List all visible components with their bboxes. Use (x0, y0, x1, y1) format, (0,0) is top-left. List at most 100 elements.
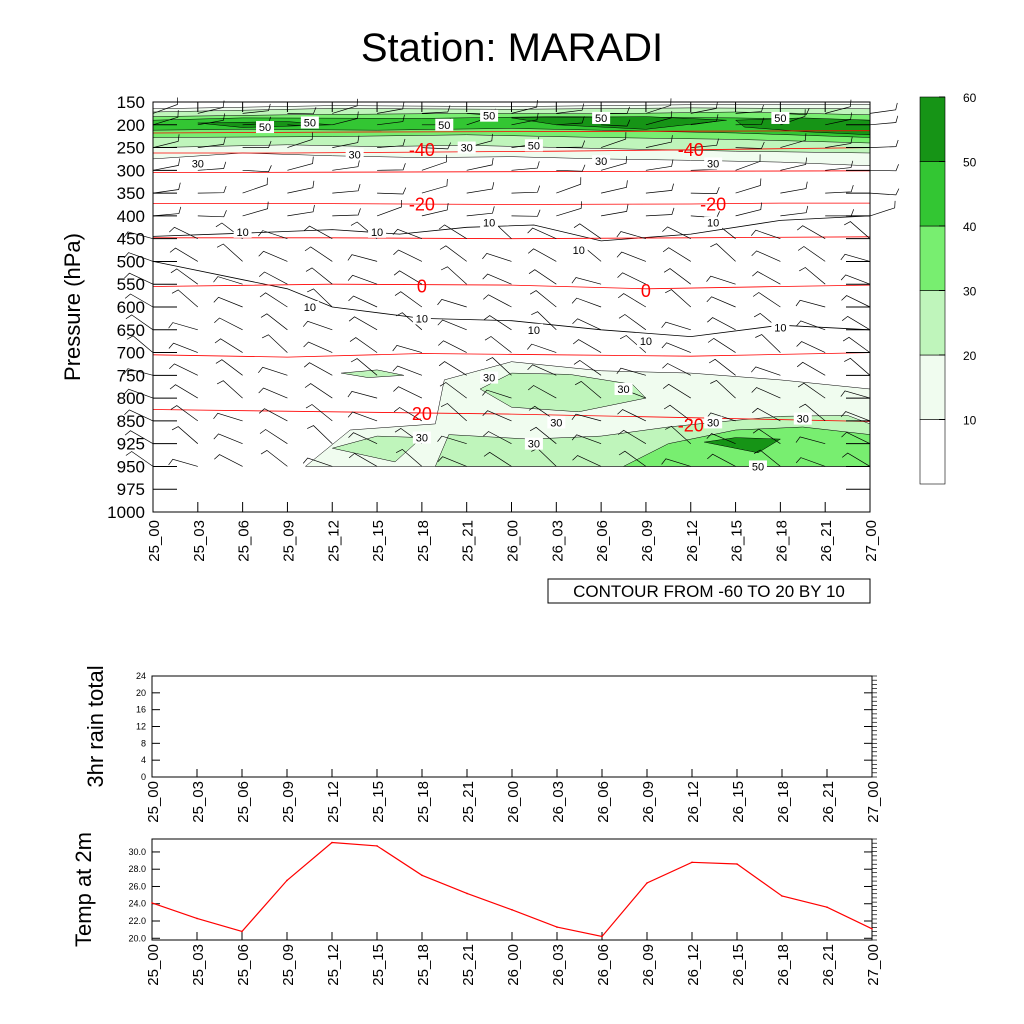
wind-barb (466, 206, 495, 217)
wind-barb (168, 342, 198, 353)
wind-contour-label-bg (547, 416, 566, 429)
wind-barb (123, 368, 154, 376)
y-tick-label: 0 (141, 772, 146, 782)
x-tick-label: 25_15 (370, 781, 387, 823)
wind-barb (242, 165, 272, 173)
wind-barb (377, 101, 405, 114)
wind-barb (483, 431, 512, 445)
wind-barb (665, 289, 692, 308)
wind-contour-label: 10 (640, 336, 652, 348)
y-tick-label: 20 (136, 688, 146, 698)
wind-contour-label-bg (368, 225, 387, 238)
wind-contour-label: 10 (707, 218, 719, 230)
wind-barb (571, 297, 602, 308)
data-point (556, 926, 558, 928)
wind-barb (482, 252, 512, 262)
wind-barb (617, 409, 647, 422)
wind-barb (392, 228, 423, 240)
temp-contour-line (153, 147, 871, 154)
x-tick-label: 25_00 (145, 781, 162, 823)
x-tick-label: 26_06 (595, 944, 612, 986)
wind-barb (438, 224, 467, 239)
panel-frame (151, 838, 873, 941)
wind-barb (797, 246, 826, 262)
wind-barb (348, 432, 378, 445)
wind-barb (825, 160, 854, 171)
wind-barb (197, 113, 226, 126)
wind-barb (841, 452, 871, 467)
y-tick-label: 1000 (107, 503, 145, 522)
y-tick-label: 200 (117, 116, 145, 135)
wind-barb (125, 314, 154, 331)
x-tick-label: 26_00 (505, 520, 522, 562)
wind-barb (707, 317, 736, 331)
wind-barb (780, 181, 808, 194)
wind-contour-label-bg (457, 141, 476, 154)
wind-barb (376, 199, 402, 217)
wind-barb (528, 405, 557, 422)
wind-barb (645, 111, 673, 126)
temp-contour-label: 0 (641, 281, 651, 301)
wind-barb (601, 180, 628, 194)
y-tick-label: 800 (117, 389, 145, 408)
wind-barb (332, 208, 361, 217)
y-axis-title: 3hr rain total (83, 665, 108, 787)
x-tick-label: 26_15 (730, 781, 747, 823)
wind-contour-label: 10 (237, 227, 249, 239)
temp-contour-label: -20 (678, 415, 704, 435)
wind-barb (307, 425, 333, 444)
y-tick-label: 550 (117, 275, 145, 294)
wind-barb (665, 425, 692, 444)
wind-barb (304, 383, 333, 399)
wind-barb (511, 209, 541, 217)
contour-info-text: CONTOUR FROM -60 TO 20 BY 10 (573, 582, 845, 601)
x-tick-label: 25_18 (415, 944, 432, 986)
y-tick-label: 12 (136, 722, 146, 732)
wind-barb (213, 276, 243, 285)
wind-contour-label: 50 (774, 113, 786, 125)
wind-barb (795, 457, 826, 467)
wind-barb (466, 182, 495, 194)
wind-barb (869, 115, 899, 126)
data-point (241, 930, 243, 933)
wind-contour-label-bg (592, 155, 611, 168)
wind-contour-label-bg (300, 116, 319, 129)
wind-barb (213, 433, 243, 445)
wind-barb (825, 184, 854, 194)
y-tick-label: 4 (141, 755, 146, 765)
data-point (736, 863, 738, 865)
contour-info-box (547, 578, 871, 604)
wind-barb (304, 246, 333, 262)
wind-barb (124, 430, 154, 445)
wind-barb (825, 112, 853, 126)
wind-barb (377, 138, 406, 148)
wind-contour-label-bg (771, 321, 790, 334)
wind-contour-label: 30 (707, 159, 719, 171)
x-tick-label: 26_09 (640, 944, 657, 986)
wind-barb (616, 367, 646, 376)
y-tick-label: 300 (117, 161, 145, 180)
wind-barb (869, 139, 899, 148)
wind-barb (395, 448, 423, 467)
wind-barb (556, 164, 586, 172)
wind-barb (662, 247, 691, 262)
wind-barb (332, 184, 361, 194)
wind-contour-label: 50 (528, 140, 540, 152)
x-tick-label: 26_18 (775, 944, 792, 986)
wind-barb (601, 119, 631, 127)
wind-barb (527, 248, 557, 262)
wind-barb (869, 188, 900, 196)
wind-contour-label-bg (771, 111, 790, 124)
wind-barb (437, 319, 467, 331)
wind-barb (617, 272, 647, 285)
wind-barb (751, 250, 781, 262)
wind-barb (197, 137, 226, 148)
wind-barb (197, 100, 225, 114)
wind-contour-label: 50 (438, 120, 450, 132)
wind-barb (437, 435, 467, 445)
wind-barb (123, 252, 154, 262)
wind-barb (556, 201, 582, 217)
wind-barb (302, 457, 333, 467)
y-tick-label: 700 (117, 344, 145, 363)
